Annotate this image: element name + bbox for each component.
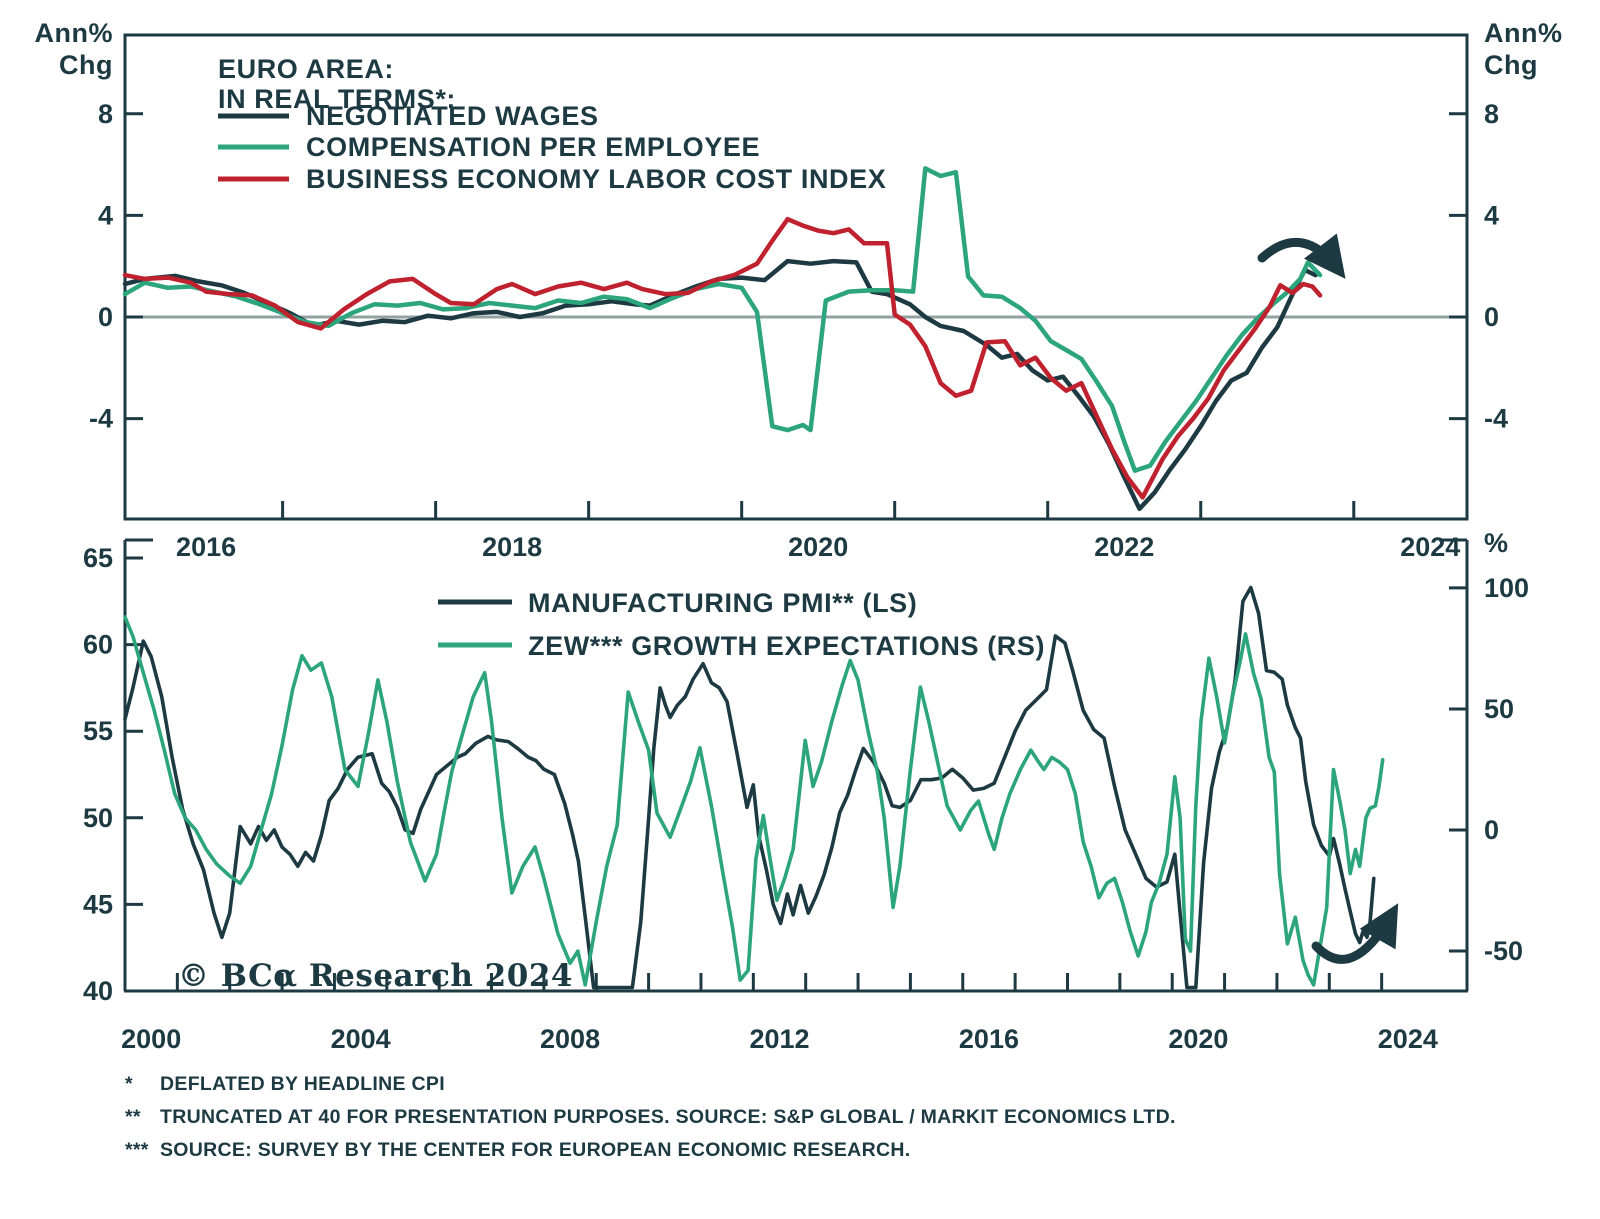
x-axis-label: 2016 [959, 1024, 1019, 1054]
right-axis-tick-label: 8 [1484, 99, 1499, 129]
top-legend-title-line2: IN REAL TERMS*: [218, 84, 456, 114]
footnote-3-mark: *** [125, 1139, 149, 1161]
footnote-3-text: SOURCE: SURVEY BY THE CENTER FOR EUROPEA… [160, 1139, 910, 1161]
footnote-1-mark: * [125, 1073, 133, 1095]
legend-label-zew: ZEW*** GROWTH EXPECTATIONS (RS) [528, 631, 1045, 661]
series-line-business-economy-labor-cost-index [122, 216, 1323, 500]
x-axis-label: 2018 [482, 532, 542, 562]
x-axis-label: 2020 [1168, 1024, 1228, 1054]
left-axis-tick-label: -4 [89, 404, 113, 434]
bottom-trend-arrow-icon [1311, 903, 1399, 964]
left-axis-tick-label: 50 [83, 803, 113, 833]
series-line-zew-growth-expectations-rs [123, 615, 1385, 987]
x-axis-label: 2004 [331, 1024, 391, 1054]
series-line-compensation-per-employee [122, 166, 1323, 473]
left-axis-tick-label: 4 [98, 200, 113, 230]
top-right-axis-unit-line1: Ann% [1484, 18, 1563, 48]
x-axis-label: 2012 [749, 1024, 809, 1054]
legend-label-negotiated-wages: NEGOTIATED WAGES [306, 101, 599, 131]
left-axis-tick-label: 60 [83, 630, 113, 660]
top-trend-arrow-icon [1257, 233, 1346, 279]
left-axis-tick-label: 55 [83, 716, 113, 746]
right-axis-tick-label: 100 [1484, 573, 1529, 603]
footnote-2-text: TRUNCATED AT 40 FOR PRESENTATION PURPOSE… [160, 1106, 1176, 1128]
top-chart-plot: 2016 2018 2020 2022 2024 8 4 0 -4 8 4 0 -4 [89, 33, 1508, 562]
footnotes: * DEFLATED BY HEADLINE CPI ** TRUNCATED … [125, 1073, 1176, 1161]
top-left-axis-unit-line1: Ann% [35, 18, 114, 48]
right-axis-tick-label: 4 [1484, 200, 1499, 230]
left-axis-tick-label: 0 [98, 302, 113, 332]
legend-label-pmi: MANUFACTURING PMI** (LS) [528, 588, 917, 618]
series-line-negotiated-wages [122, 258, 1318, 512]
x-axis-label: 2022 [1094, 532, 1154, 562]
bca-research-watermark: © BCα Research 2024 [178, 958, 573, 994]
top-chart: Ann% Chg Ann% Chg 2016 2018 2020 2022 2024 8 4… [35, 18, 1563, 562]
footnote-1-text: DEFLATED BY HEADLINE CPI [160, 1073, 445, 1095]
bottom-right-axis-unit: % [1484, 528, 1509, 558]
right-axis-tick-label: -50 [1484, 936, 1523, 966]
legend-label-compensation: COMPENSATION PER EMPLOYEE [306, 132, 760, 162]
right-axis-tick-label: 50 [1484, 694, 1514, 724]
right-axis-tick-label: 0 [1484, 815, 1499, 845]
right-axis-tick-label: 0 [1484, 302, 1499, 332]
x-axis-label: 2000 [121, 1024, 181, 1054]
top-right-axis-unit-line2: Chg [1484, 50, 1538, 80]
x-axis-label: 2024 [1400, 532, 1460, 562]
left-axis-tick-label: 40 [83, 976, 113, 1006]
x-axis-label: 2020 [788, 532, 848, 562]
x-axis-label: 2016 [176, 532, 236, 562]
bottom-chart-legend: MANUFACTURING PMI** (LS) ZEW*** GROWTH E… [438, 588, 1045, 661]
legend-label-labor-cost: BUSINESS ECONOMY LABOR COST INDEX [306, 164, 886, 194]
left-axis-tick-label: 65 [83, 543, 113, 573]
top-legend-title-line1: EURO AREA: [218, 54, 394, 84]
right-axis-tick-label: -4 [1484, 404, 1508, 434]
x-axis-label: 2008 [540, 1024, 600, 1054]
x-axis-label: 2024 [1378, 1024, 1438, 1054]
bottom-chart: % 2000 2004 2008 2012 2016 2020 2024 65 60 55 50 45… [83, 528, 1529, 1054]
left-axis-tick-label: 8 [98, 99, 113, 129]
footnote-2-mark: ** [125, 1106, 141, 1128]
top-left-axis-unit-line2: Chg [59, 50, 113, 80]
left-axis-tick-label: 45 [83, 889, 113, 919]
bottom-chart-plot: 2000 2004 2008 2012 2016 2020 2024 65 60 55 50 45 40… [83, 538, 1529, 1054]
top-chart-legend: EURO AREA: IN REAL TERMS*: NEGOTIATED WA… [218, 54, 886, 194]
